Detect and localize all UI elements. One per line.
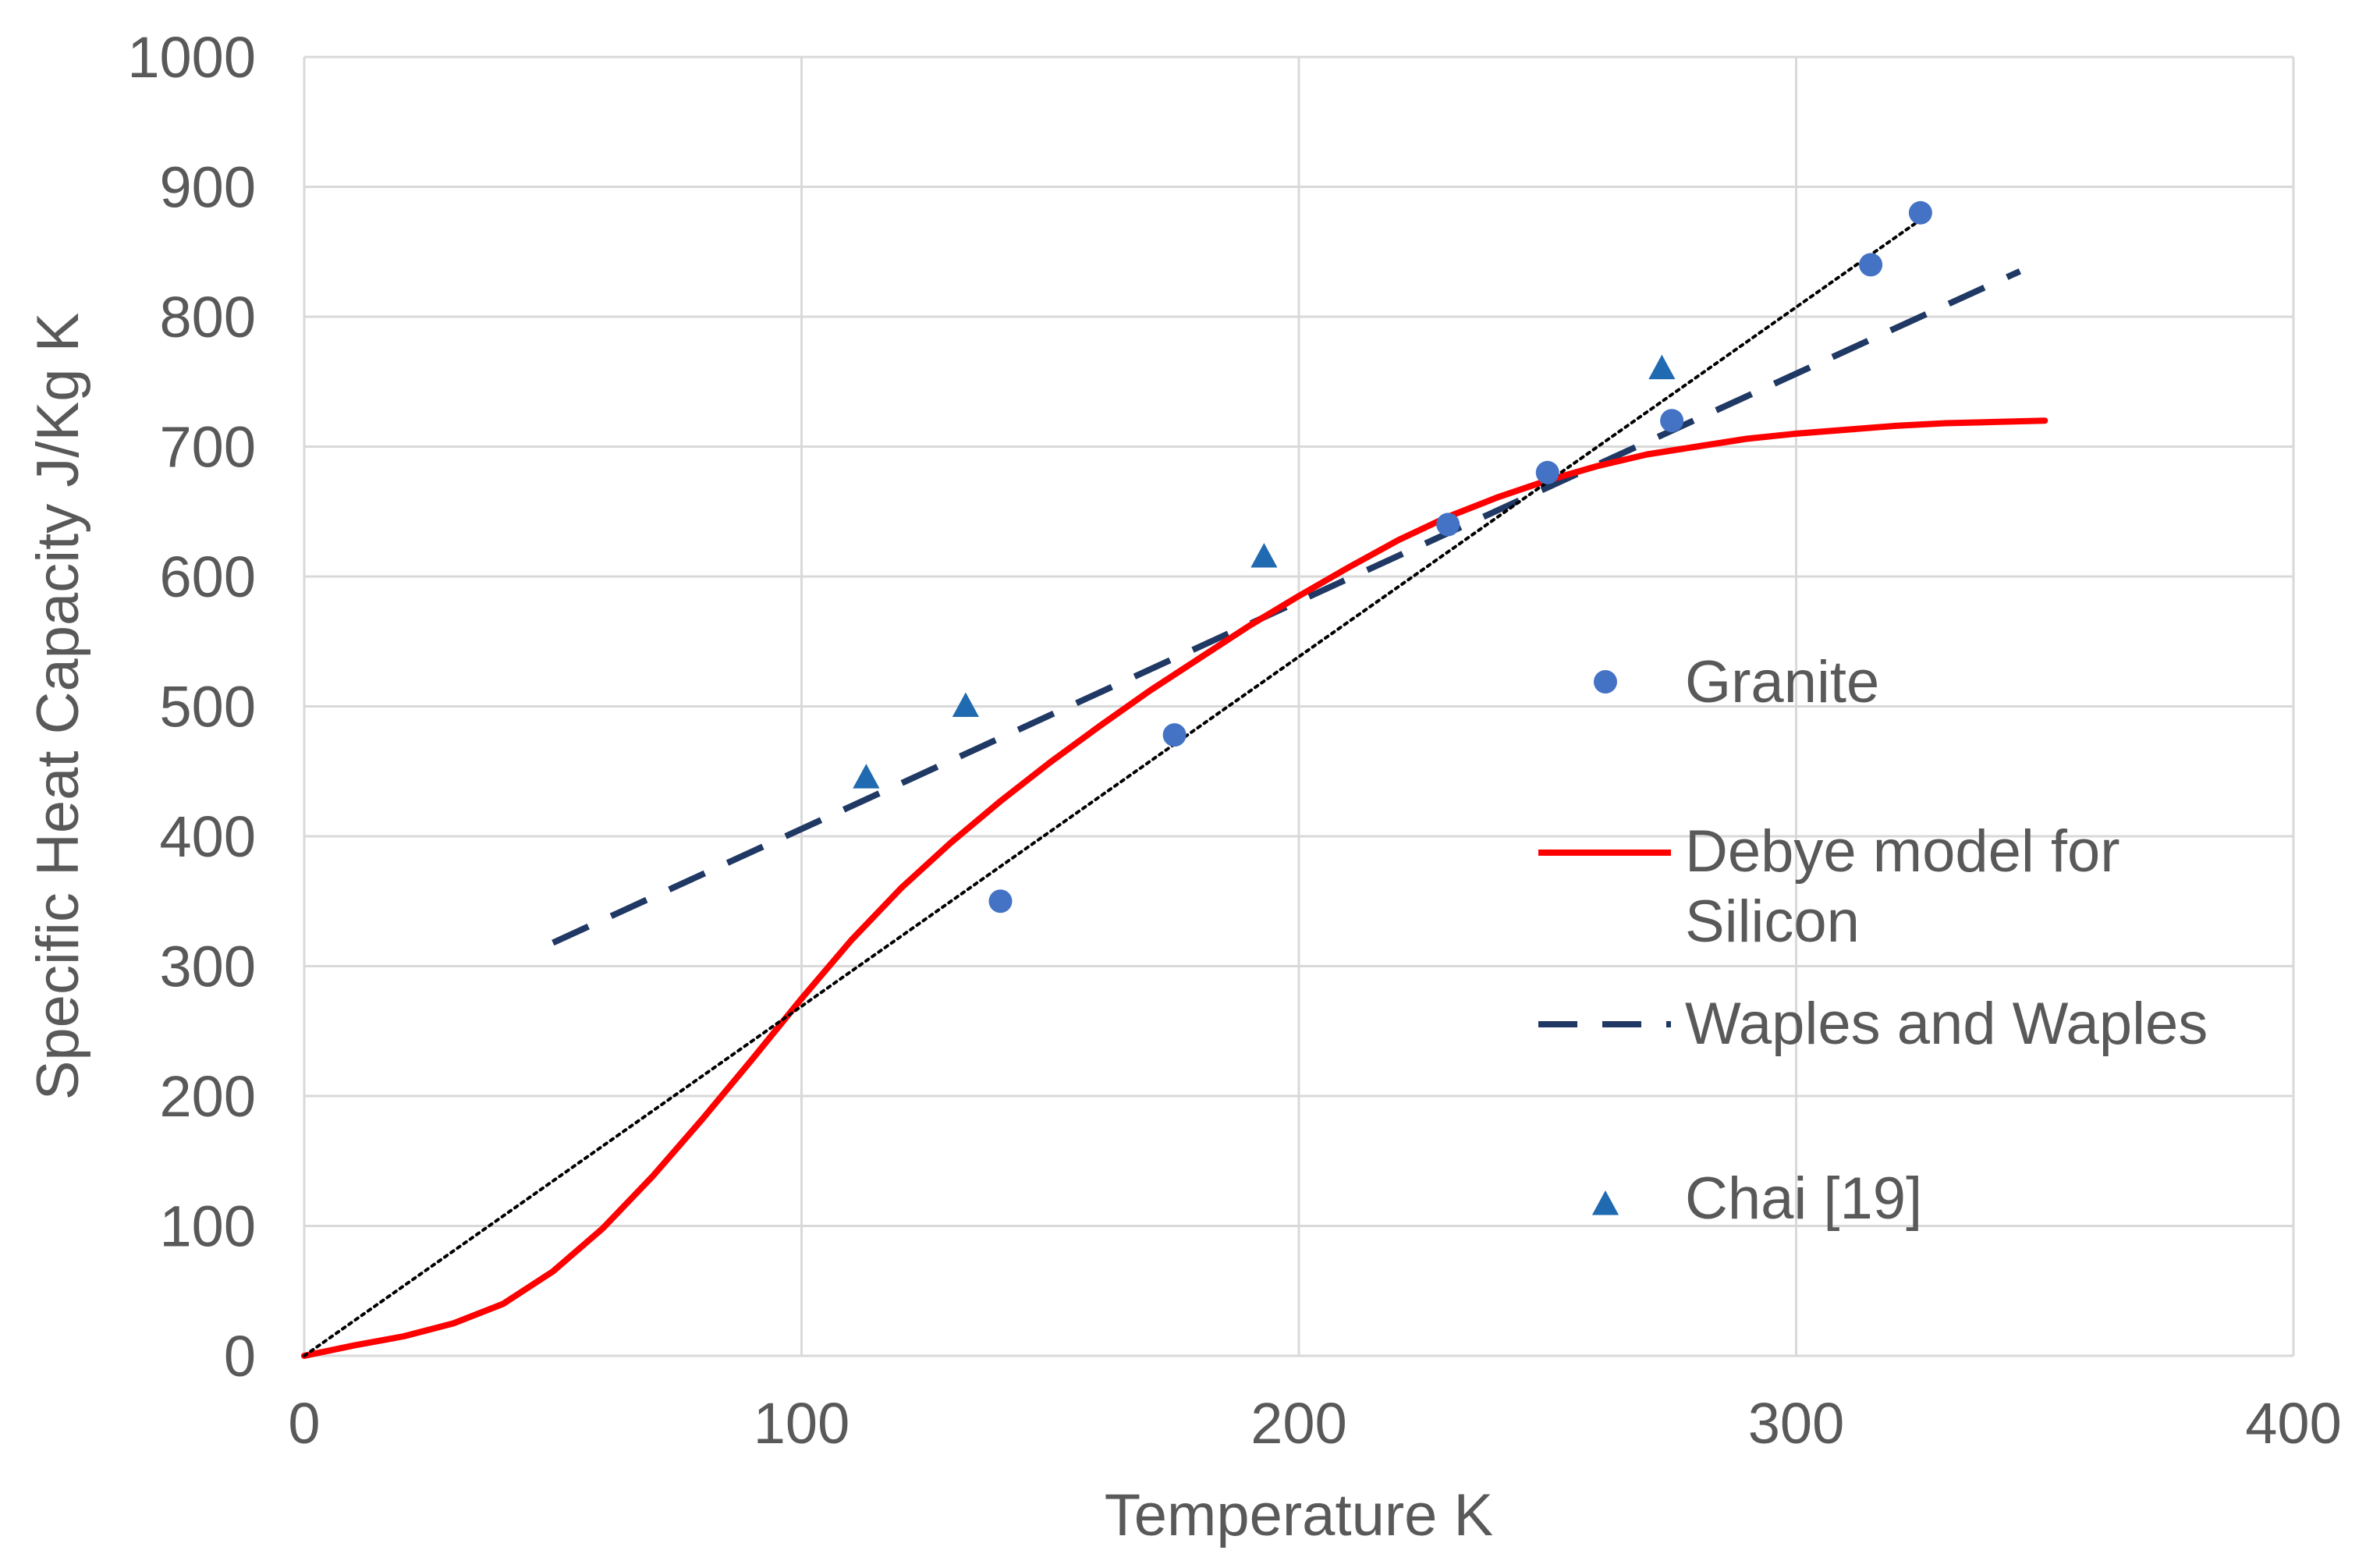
legend-waples-label: Waples and Waples bbox=[1685, 991, 2208, 1057]
granite-point bbox=[1908, 200, 1932, 225]
y-tick-label-400: 400 bbox=[160, 804, 256, 869]
granite-point bbox=[988, 889, 1013, 913]
x-tick-label-100: 100 bbox=[754, 1391, 850, 1456]
chai-19-point bbox=[952, 692, 979, 717]
y-tick-label-200: 200 bbox=[160, 1064, 256, 1129]
x-tick-label-0: 0 bbox=[288, 1391, 320, 1456]
y-tick-labels: 0 100 200 300 400 500 600 700 800 900 1000 bbox=[127, 25, 256, 1389]
plot-area bbox=[301, 200, 2049, 1359]
x-tick-label-200: 200 bbox=[1250, 1391, 1346, 1456]
chai-19-point bbox=[853, 764, 880, 789]
legend-debye-label-line1: Debye model for bbox=[1685, 818, 2120, 885]
legend-debye-label-line2: Silicon bbox=[1685, 889, 1860, 955]
granite-point bbox=[1436, 513, 1460, 537]
x-tick-labels: 0 100 200 300 400 bbox=[288, 1391, 2341, 1456]
y-tick-label-100: 100 bbox=[160, 1194, 256, 1259]
y-tick-label-0: 0 bbox=[224, 1324, 256, 1389]
legend-chai-marker bbox=[1591, 1190, 1619, 1215]
y-tick-label-600: 600 bbox=[160, 545, 256, 609]
chai-19-point bbox=[1648, 354, 1676, 380]
legend-granite-marker bbox=[1594, 670, 1617, 694]
legend-granite-label: Granite bbox=[1685, 649, 1879, 715]
y-tick-label-500: 500 bbox=[160, 675, 256, 740]
granite-point bbox=[1859, 253, 1883, 277]
chai-19-point bbox=[1250, 543, 1278, 568]
x-tick-label-300: 300 bbox=[1748, 1391, 1844, 1456]
y-axis-title: Specific Heat Capacity J/Kg K bbox=[25, 313, 91, 1101]
y-tick-label-300: 300 bbox=[160, 935, 256, 999]
granite-point bbox=[1660, 409, 1684, 433]
y-tick-label-1000: 1000 bbox=[127, 25, 256, 90]
series-debye-model-for-silicon-line bbox=[301, 417, 2049, 1359]
x-axis-title: Temperature K bbox=[1105, 1482, 1493, 1548]
legend-debye-label: Debye model for Silicon bbox=[1685, 818, 2120, 955]
y-tick-label-700: 700 bbox=[160, 415, 256, 480]
legend-chai-label: Chai [19] bbox=[1685, 1165, 1922, 1232]
series-trendline-line bbox=[303, 211, 1932, 1357]
y-tick-label-900: 900 bbox=[160, 155, 256, 220]
granite-point bbox=[1535, 460, 1559, 484]
x-tick-label-400: 400 bbox=[2245, 1391, 2341, 1456]
legend: Granite Debye model for Silicon Waples an… bbox=[1538, 649, 2208, 1232]
series-waples-and-waples-line bbox=[552, 268, 2022, 946]
y-tick-label-800: 800 bbox=[160, 285, 256, 349]
granite-point bbox=[1162, 723, 1187, 747]
gridlines bbox=[303, 55, 2295, 1357]
